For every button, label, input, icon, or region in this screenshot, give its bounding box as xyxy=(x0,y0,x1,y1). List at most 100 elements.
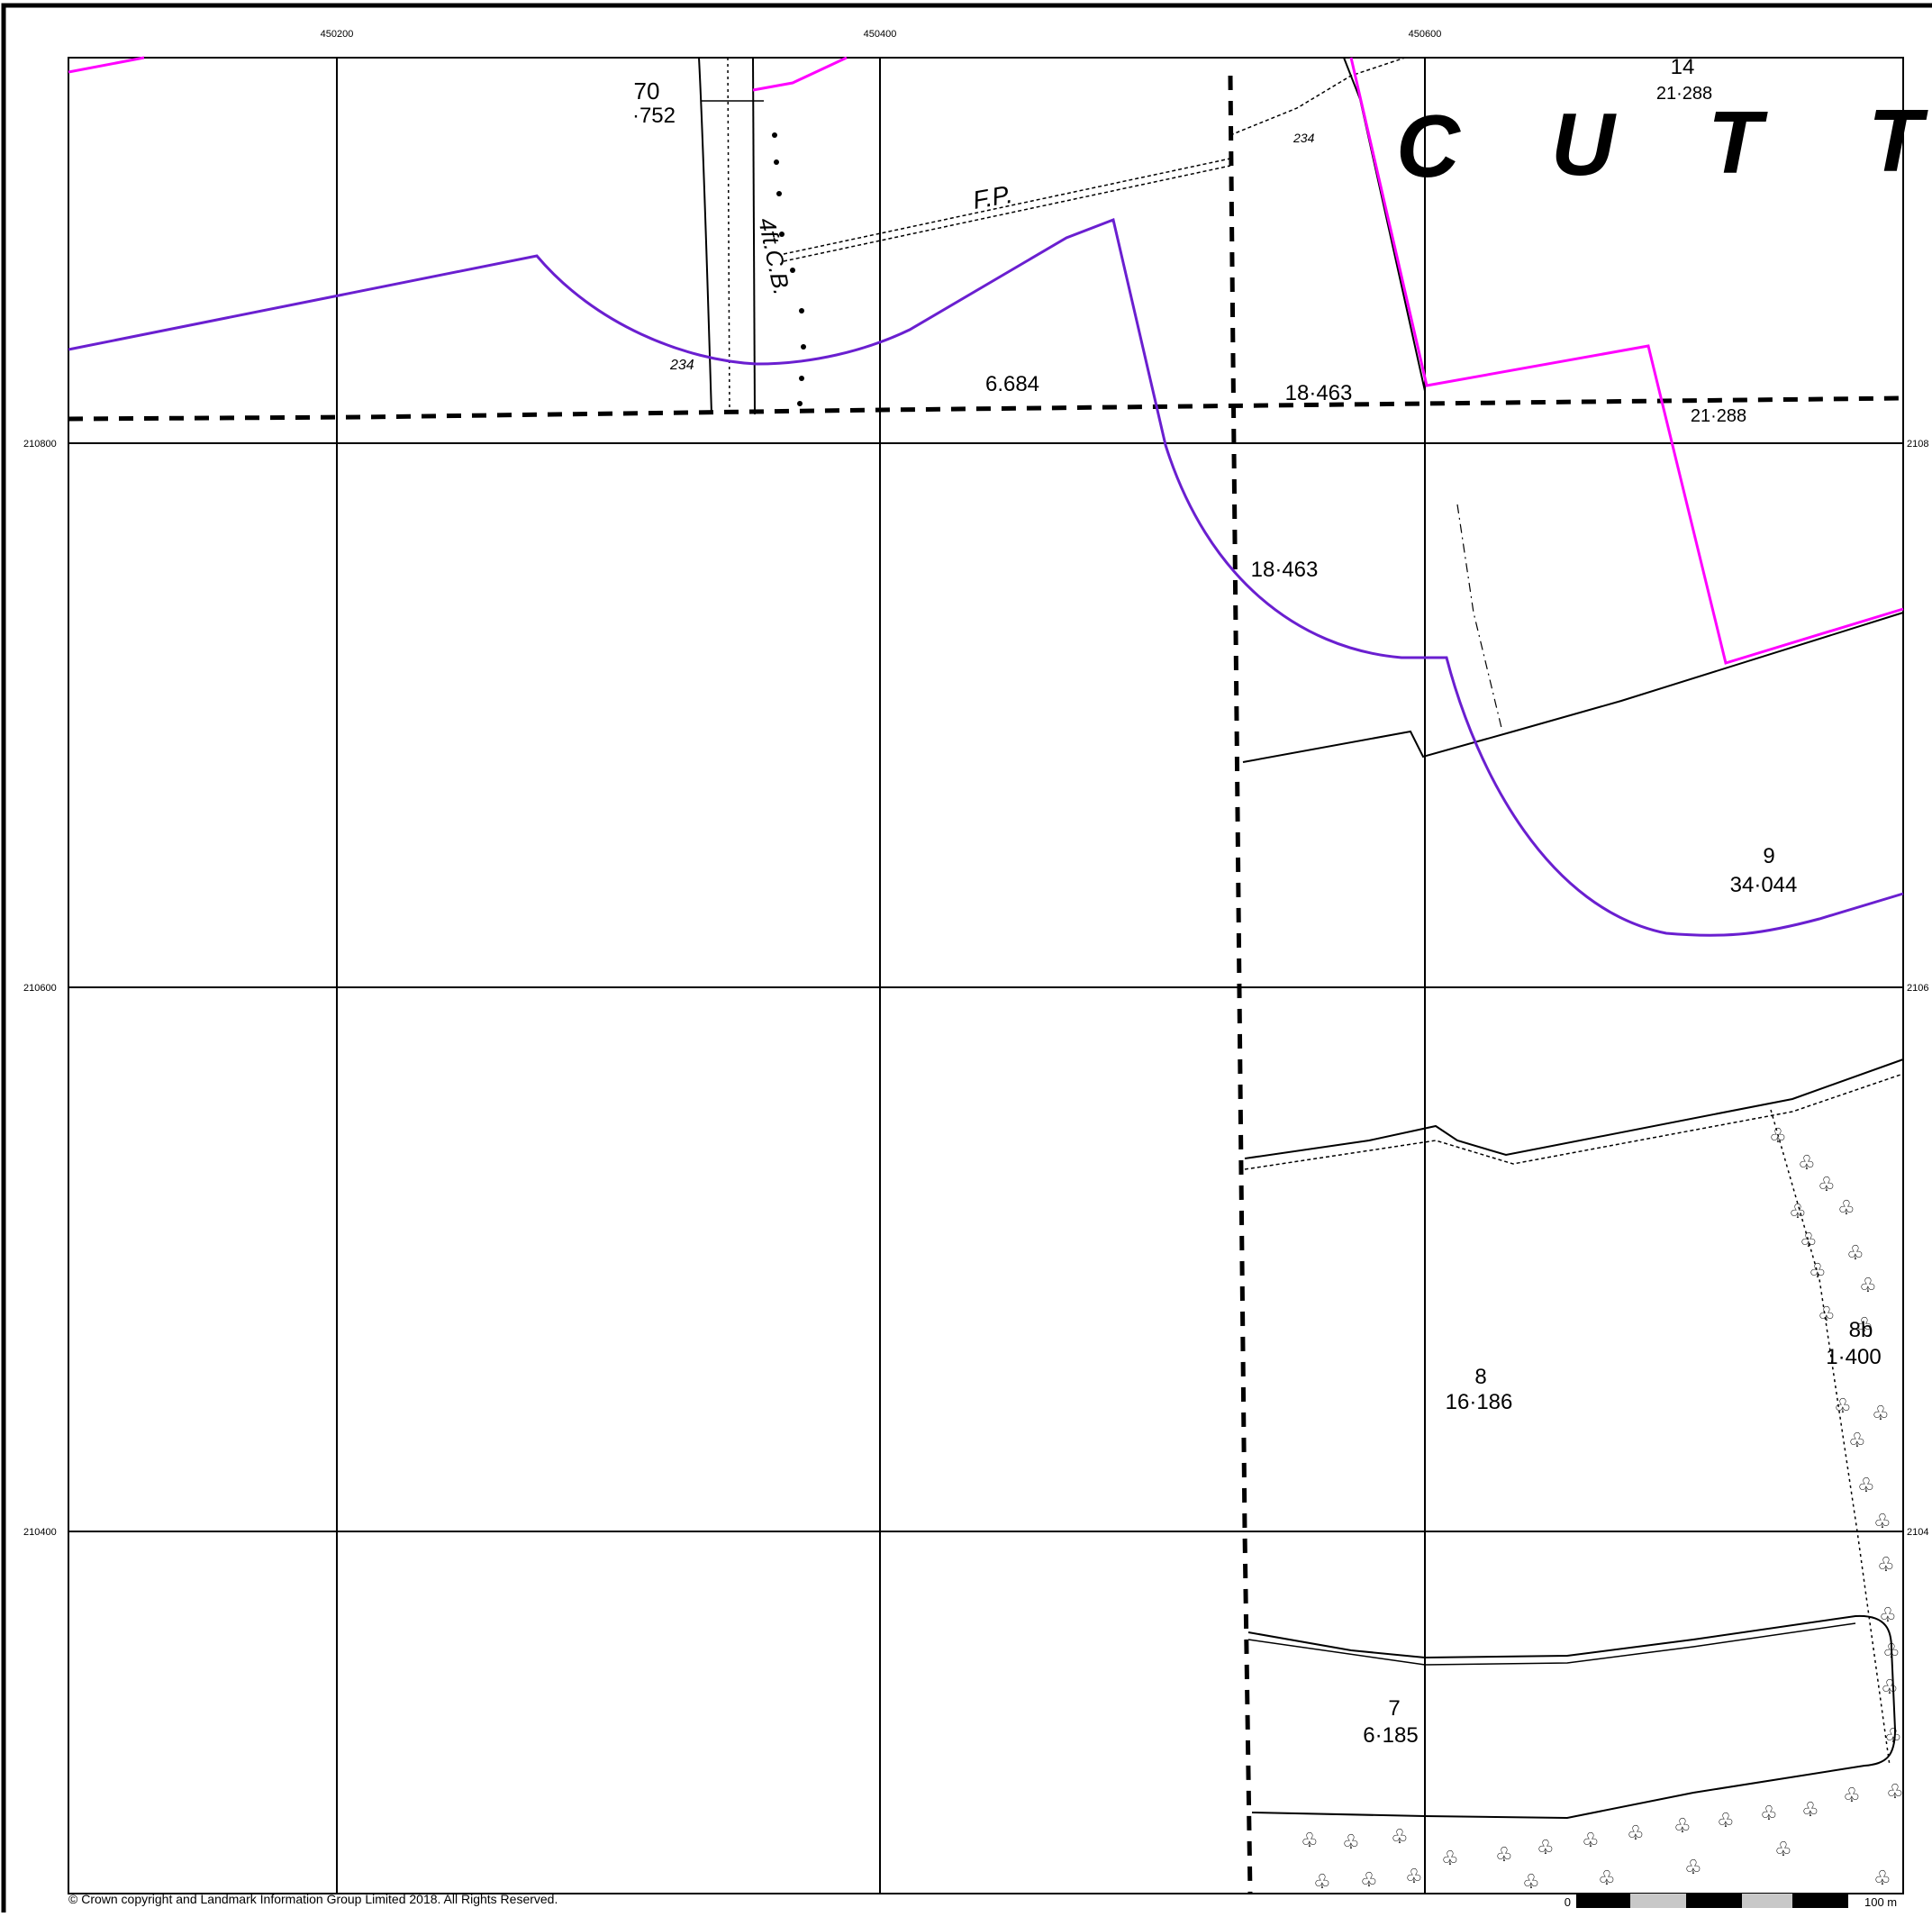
svg-text:♧: ♧ xyxy=(1800,1229,1818,1251)
parcel-area-9: 34·044 xyxy=(1730,873,1798,897)
parcel-labels: 70 ·752 14 21·288 6.684 18·463 21·288 18… xyxy=(632,55,1882,1748)
svg-text:♧: ♧ xyxy=(1881,1676,1899,1698)
boundary-dots xyxy=(772,132,806,406)
svg-text:♧: ♧ xyxy=(1837,1196,1855,1219)
site-boundary-line xyxy=(68,217,1904,937)
svg-text:♧: ♧ xyxy=(1537,1836,1555,1858)
scale-bar: 0 100 m xyxy=(1565,1894,1897,1909)
parcel-number-8b: 8b xyxy=(1849,1318,1873,1342)
svg-text:♧: ♧ xyxy=(1789,1200,1807,1222)
svg-text:♧: ♧ xyxy=(1391,1825,1409,1848)
field-boundary-middle xyxy=(1242,612,1904,763)
svg-text:♧: ♧ xyxy=(1717,1809,1735,1831)
bench-mark-label-2: 234 xyxy=(1293,131,1315,145)
svg-text:♧: ♧ xyxy=(1627,1822,1645,1844)
scale-bar-start-label: 0 xyxy=(1565,1895,1571,1909)
svg-text:♧: ♧ xyxy=(1673,1814,1692,1837)
road-edge-west xyxy=(698,57,712,415)
parcel-number-9: 9 xyxy=(1763,844,1774,868)
parcel-area-18463-lower: 18·463 xyxy=(1251,558,1319,582)
svg-text:♧: ♧ xyxy=(1405,1865,1423,1887)
northing-label-right-2: 2106 xyxy=(1907,983,1928,994)
svg-text:♧: ♧ xyxy=(1873,1867,1891,1889)
bench-mark-label-1: 234 xyxy=(669,358,694,373)
easting-label-1: 450200 xyxy=(321,29,354,40)
enclosure-boundary xyxy=(1247,1614,1897,1820)
svg-text:♧: ♧ xyxy=(1886,1780,1904,1803)
road-centre-dotted xyxy=(727,57,730,415)
road-corridor xyxy=(698,57,764,415)
svg-text:♧: ♧ xyxy=(1884,1724,1902,1747)
boundary-note-label: 4ft.C.B. xyxy=(753,215,795,297)
northing-label-right-3: 2104 xyxy=(1907,1527,1928,1538)
easting-label-2: 450400 xyxy=(864,29,897,40)
map-annotations: F.P. 4ft.C.B. 234 234 xyxy=(669,131,1315,373)
svg-text:♧: ♧ xyxy=(1522,1870,1540,1893)
place-name-letter-2: U xyxy=(1551,95,1617,194)
footpath-line-3 xyxy=(1229,57,1406,136)
place-name: C U T T xyxy=(1396,91,1928,195)
field-boundary-hedge xyxy=(1244,1058,1904,1159)
parcel-number-8: 8 xyxy=(1474,1365,1486,1389)
magenta-boundary-road xyxy=(752,56,848,92)
site-boundary xyxy=(68,217,1904,937)
svg-text:♧: ♧ xyxy=(1872,1402,1890,1424)
place-name-letter-1: C xyxy=(1396,96,1461,195)
easting-label-3: 450600 xyxy=(1409,29,1442,40)
svg-text:♧: ♧ xyxy=(1760,1802,1778,1824)
footpath-label: F.P. xyxy=(971,180,1015,214)
parcel-area-6684: 6.684 xyxy=(985,372,1039,396)
coordinate-grid xyxy=(68,58,1903,1894)
svg-text:♧: ♧ xyxy=(1859,1274,1877,1296)
svg-text:♧: ♧ xyxy=(1801,1798,1819,1821)
svg-text:♧: ♧ xyxy=(1798,1151,1816,1174)
svg-text:♧: ♧ xyxy=(1313,1870,1331,1893)
svg-text:♧: ♧ xyxy=(1848,1429,1866,1451)
map-frame xyxy=(68,57,1904,1894)
svg-text:♧: ♧ xyxy=(1684,1856,1702,1878)
parish-boundary-vertical xyxy=(1228,75,1253,1894)
svg-text:♧: ♧ xyxy=(1360,1868,1378,1891)
svg-text:♧: ♧ xyxy=(1441,1847,1459,1869)
svg-text:♧: ♧ xyxy=(1598,1867,1616,1889)
parcel-area-18463-upper: 18·463 xyxy=(1285,381,1353,405)
wood-edge-dotted xyxy=(1770,1109,1891,1767)
field-boundaries-lower xyxy=(1244,1058,1904,1820)
svg-text:♧: ♧ xyxy=(1877,1553,1895,1576)
enclosure-inner-line xyxy=(1247,1622,1856,1666)
svg-text:♧: ♧ xyxy=(1818,1173,1836,1195)
parish-boundary xyxy=(68,75,1904,1894)
northing-label-right-1: 2108 xyxy=(1907,439,1928,450)
place-name-letter-3: T xyxy=(1708,93,1768,192)
parcel-area-8: 16·186 xyxy=(1446,1390,1513,1414)
svg-text:♧: ♧ xyxy=(1873,1510,1891,1532)
footpath-line-2 xyxy=(783,165,1231,262)
place-name-letter-4: T xyxy=(1868,91,1928,190)
svg-text:♧: ♧ xyxy=(1843,1784,1861,1806)
svg-text:♧: ♧ xyxy=(1301,1829,1319,1851)
svg-text:♧: ♧ xyxy=(1855,1313,1873,1336)
page-border xyxy=(1,3,1932,1917)
field-boundary-dashdot xyxy=(1456,504,1503,732)
svg-text:♧: ♧ xyxy=(1882,1640,1900,1662)
copyright-notice: © Crown copyright and Landmark Informati… xyxy=(68,1892,558,1906)
field-boundary-hedge-dotted xyxy=(1244,1073,1904,1170)
parcel-number-7: 7 xyxy=(1388,1696,1400,1721)
parcel-area-70: ·752 xyxy=(632,104,676,128)
road-edge-east xyxy=(752,57,756,415)
magenta-boundary xyxy=(68,56,1904,665)
footpath-line-1 xyxy=(783,158,1231,255)
svg-text:♧: ♧ xyxy=(1769,1124,1787,1147)
svg-text:♧: ♧ xyxy=(1495,1843,1513,1866)
svg-text:♧: ♧ xyxy=(1846,1241,1864,1264)
northing-label-1: 210800 xyxy=(23,439,57,450)
parcel-area-8b: 1·400 xyxy=(1826,1345,1881,1369)
parcel-number-70: 70 xyxy=(634,77,660,104)
magenta-boundary-topleft xyxy=(68,56,145,74)
northing-label-3: 210400 xyxy=(23,1527,57,1538)
scale-bar-end-label: 100 m xyxy=(1864,1895,1897,1909)
svg-text:♧: ♧ xyxy=(1809,1259,1827,1282)
magenta-boundary-right xyxy=(1349,57,1904,665)
